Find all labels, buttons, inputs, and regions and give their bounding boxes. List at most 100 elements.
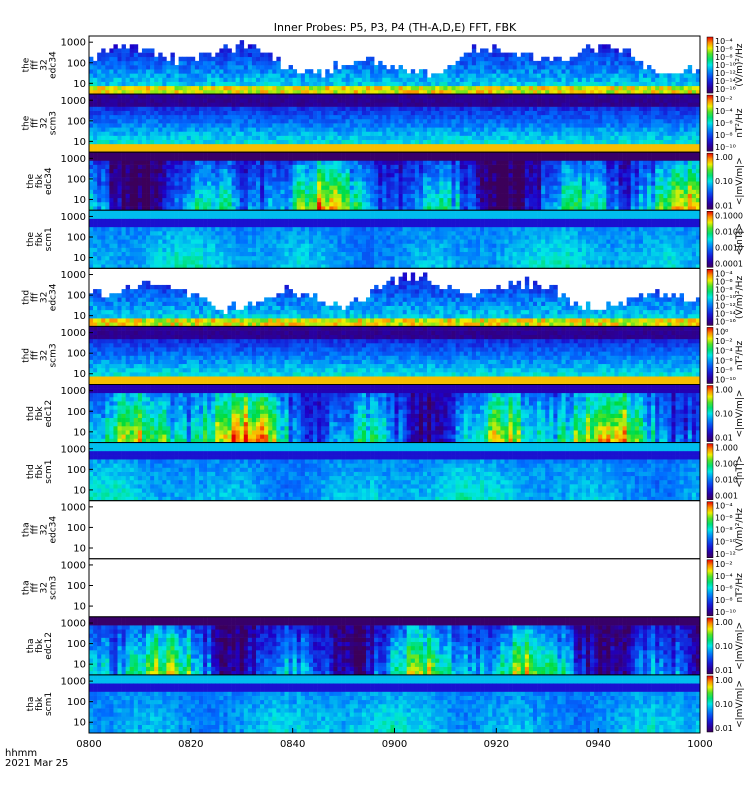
y-tick-label: 1000 bbox=[61, 328, 86, 339]
x-tick-label: 0800 bbox=[76, 739, 101, 750]
y-tick-label: 10 bbox=[73, 427, 86, 438]
colorbar-tick-label: 0.0001 bbox=[715, 259, 743, 268]
colorbar-unit-label: <|mV/m|> bbox=[735, 157, 745, 205]
y-tick-label: 100 bbox=[67, 697, 86, 708]
colorbar-tick-label: 10⁻¹⁰ bbox=[715, 608, 736, 617]
colorbar-tick-label: 1.00 bbox=[715, 386, 733, 395]
colorbar bbox=[707, 560, 713, 616]
colorbar bbox=[707, 502, 713, 558]
colorbar-tick-label: 10⁻⁶ bbox=[715, 514, 733, 523]
y-tick-label: 1000 bbox=[61, 502, 86, 513]
y-tick-label: 100 bbox=[67, 465, 86, 476]
heatmap-cells bbox=[89, 385, 700, 443]
x-tick-label: 0940 bbox=[585, 739, 610, 750]
y-tick-label: 1000 bbox=[61, 38, 86, 49]
x-axis-footer-date: 2021 Mar 25 bbox=[5, 758, 68, 769]
colorbar-tick-label: 10⁻⁶ bbox=[715, 584, 733, 593]
panel-label: scm1 bbox=[44, 460, 54, 484]
colorbar-tick-label: 10⁻⁴ bbox=[715, 502, 733, 511]
panel-label: edc34 bbox=[44, 167, 54, 195]
panel-label: scm3 bbox=[49, 111, 59, 135]
y-tick-label: 10 bbox=[73, 311, 86, 322]
colorbar-tick-label: 1.000 bbox=[715, 444, 738, 453]
colorbar-unit-label: <|nT|> bbox=[735, 455, 745, 487]
y-tick-label: 1000 bbox=[61, 270, 86, 281]
heatmap-cells bbox=[89, 272, 700, 326]
y-tick-label: 100 bbox=[67, 581, 86, 592]
colorbar-unit-label: <|nT|> bbox=[735, 223, 745, 255]
y-tick-label: 100 bbox=[67, 523, 86, 534]
colorbar-tick-label: 0.01 bbox=[715, 666, 733, 675]
colorbar-unit-label: <|mV/m|> bbox=[735, 390, 745, 438]
heatmap-cells bbox=[89, 617, 700, 675]
colorbar-unit-label: <|mV/m|> bbox=[735, 622, 745, 670]
colorbar-tick-label: 10⁰ bbox=[715, 327, 728, 336]
colorbar-tick-label: 0.001 bbox=[715, 492, 738, 501]
colorbar-tick-label: 0.01 bbox=[715, 201, 733, 210]
colorbar-tick-label: 0.01 bbox=[715, 434, 733, 443]
colorbar-unit-label: nT²/Hz bbox=[735, 108, 745, 138]
y-tick-label: 100 bbox=[67, 407, 86, 418]
y-tick-label: 10 bbox=[73, 602, 86, 613]
y-tick-label: 10 bbox=[73, 79, 86, 90]
x-tick-label: 0920 bbox=[484, 739, 509, 750]
y-tick-label: 1000 bbox=[61, 96, 86, 107]
y-tick-label: 10 bbox=[73, 369, 86, 380]
colorbar-tick-label: 10⁻¹² bbox=[715, 550, 736, 559]
colorbar-unit-label: nT²/Hz bbox=[735, 573, 745, 603]
panel-label: edc34 bbox=[49, 516, 59, 544]
colorbar bbox=[707, 153, 713, 209]
x-tick-label: 0900 bbox=[382, 739, 407, 750]
colorbar-unit-label: (V/m)²/Hz bbox=[735, 276, 745, 319]
y-tick-label: 100 bbox=[67, 349, 86, 360]
colorbar bbox=[707, 269, 713, 325]
y-tick-label: 100 bbox=[67, 58, 86, 69]
panel-frame bbox=[89, 559, 700, 617]
colorbar bbox=[707, 95, 713, 151]
colorbar-tick-label: 10⁻¹⁰ bbox=[715, 376, 736, 385]
colorbar-tick-label: 10⁻¹⁰ bbox=[715, 143, 736, 152]
y-tick-label: 10 bbox=[73, 253, 86, 264]
heatmap-cells bbox=[89, 152, 700, 210]
colorbar-tick-label: 10⁻⁶ bbox=[715, 119, 733, 128]
y-tick-label: 100 bbox=[67, 639, 86, 650]
colorbar-tick-label: 10⁻² bbox=[715, 95, 733, 104]
colorbar-tick-label: 1.00 bbox=[715, 618, 733, 627]
colorbar bbox=[707, 444, 713, 500]
colorbar-tick-label: 0.10 bbox=[715, 642, 733, 651]
y-tick-label: 1000 bbox=[61, 444, 86, 455]
colorbar bbox=[707, 386, 713, 442]
panel-label: edc34 bbox=[49, 283, 59, 311]
panel-label: edc12 bbox=[44, 632, 54, 660]
colorbar-tick-label: 10⁻¹⁶ bbox=[715, 317, 736, 326]
colorbar-unit-label: (V/m)²/Hz bbox=[735, 508, 745, 551]
colorbar-tick-label: 0.10 bbox=[715, 177, 733, 186]
colorbar-tick-label: 10⁻⁶ bbox=[715, 356, 733, 365]
colorbar-tick-label: 10⁻⁴ bbox=[715, 347, 733, 356]
panel-label: scm1 bbox=[44, 227, 54, 251]
colorbar-unit-label: (V/m)²/Hz bbox=[735, 43, 745, 86]
panel-label: edc34 bbox=[49, 51, 59, 79]
chart-title: Inner Probes: P5, P3, P4 (TH-A,D,E) FFT,… bbox=[274, 21, 517, 34]
panel-frame bbox=[89, 501, 700, 559]
heatmap-cells bbox=[89, 675, 700, 733]
colorbar-tick-label: 10⁻⁴ bbox=[715, 107, 733, 116]
y-tick-label: 10 bbox=[73, 718, 86, 729]
y-tick-label: 100 bbox=[67, 116, 86, 127]
colorbar-tick-label: 10⁻² bbox=[715, 560, 733, 569]
colorbar bbox=[707, 211, 713, 267]
colorbar-tick-label: 0.01 bbox=[715, 724, 733, 733]
colorbar bbox=[707, 676, 713, 732]
heatmap-cells bbox=[89, 210, 700, 268]
colorbar-tick-label: 10⁻¹⁶ bbox=[715, 85, 736, 94]
